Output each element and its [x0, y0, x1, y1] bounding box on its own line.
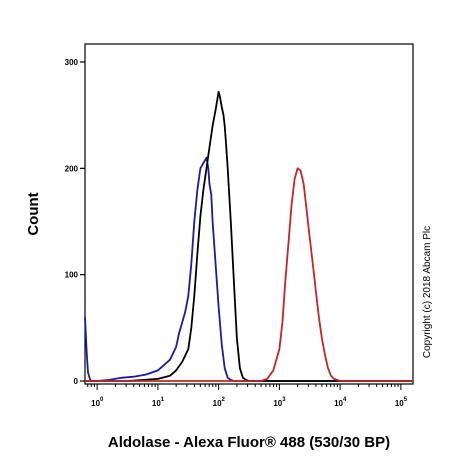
series-line-black: [85, 90, 413, 382]
x-tick-label: 100: [91, 397, 104, 408]
y-tick-label: 200: [65, 164, 79, 173]
x-tick-label: 103: [273, 397, 286, 408]
x-axis-title: Aldolase - Alexa Fluor® 488 (530/30 BP): [108, 434, 390, 451]
series-line-red: [85, 167, 413, 382]
y-tick-label: 0: [74, 377, 79, 386]
x-tick-label: 105: [395, 397, 408, 408]
series-line-blue: [84, 156, 413, 382]
x-tick-label: 102: [213, 397, 226, 408]
y-tick-label: 100: [65, 271, 79, 280]
y-axis: 0 100 200 300: [65, 58, 85, 386]
plot-frame: [84, 43, 414, 385]
y-axis-title: Count: [25, 192, 42, 235]
y-tick-label: 300: [65, 58, 79, 67]
copyright-annotation: Copyright (c) 2018 Abcam Plc: [422, 226, 433, 358]
series-layer: [84, 90, 413, 382]
x-tick-label: 101: [152, 397, 165, 408]
x-axis: 100 101 102 103 104 105: [87, 384, 408, 408]
x-tick-label: 104: [334, 397, 347, 408]
